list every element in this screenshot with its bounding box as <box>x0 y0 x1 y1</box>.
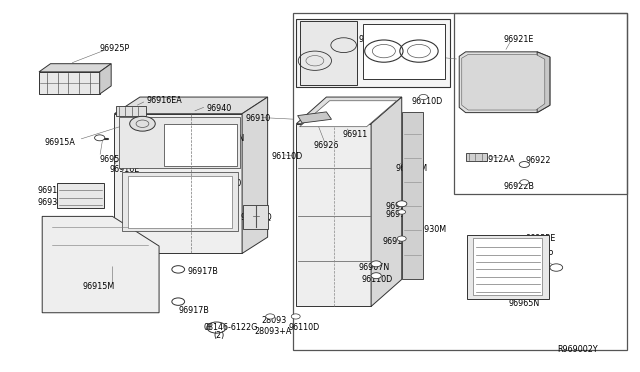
Text: 96921: 96921 <box>415 52 440 61</box>
Bar <box>364 24 445 78</box>
Text: 96917BA: 96917BA <box>386 211 422 219</box>
Polygon shape <box>402 112 424 279</box>
Text: 96917B: 96917B <box>178 306 209 315</box>
Polygon shape <box>129 176 232 228</box>
Circle shape <box>172 266 184 273</box>
Text: 96975Q: 96975Q <box>358 35 390 44</box>
Text: 96926: 96926 <box>314 141 339 150</box>
Text: 96939N: 96939N <box>213 134 244 143</box>
Text: 96960: 96960 <box>216 179 242 187</box>
Text: 08146-6122G: 08146-6122G <box>204 323 258 332</box>
Text: 96110D: 96110D <box>288 323 319 332</box>
Text: 96922B: 96922B <box>504 182 535 191</box>
Text: 96917B: 96917B <box>187 267 218 276</box>
Text: 96912AB: 96912AB <box>383 237 419 246</box>
Text: 96907N: 96907N <box>358 263 390 272</box>
Text: 96935E: 96935E <box>525 234 556 243</box>
Text: 96965NA: 96965NA <box>314 35 350 44</box>
Polygon shape <box>42 217 159 313</box>
Text: B: B <box>206 323 211 332</box>
Text: 96925P: 96925P <box>100 44 130 53</box>
Circle shape <box>550 264 563 271</box>
Polygon shape <box>39 72 100 94</box>
Polygon shape <box>57 183 104 208</box>
Polygon shape <box>296 97 402 124</box>
Polygon shape <box>537 52 550 113</box>
Text: 96913M: 96913M <box>396 164 428 173</box>
Text: 96921E: 96921E <box>504 35 534 44</box>
Circle shape <box>371 273 381 279</box>
Polygon shape <box>39 64 111 72</box>
Polygon shape <box>119 118 240 168</box>
Text: 96916EA: 96916EA <box>147 96 182 105</box>
Text: 96940: 96940 <box>206 104 232 113</box>
Text: 96991Q: 96991Q <box>240 213 272 222</box>
Text: 96930M: 96930M <box>415 225 447 234</box>
Text: 28093+A: 28093+A <box>255 327 292 336</box>
Polygon shape <box>100 64 111 94</box>
Polygon shape <box>466 153 487 161</box>
Circle shape <box>266 314 275 319</box>
Circle shape <box>397 236 406 241</box>
Circle shape <box>520 180 529 185</box>
Polygon shape <box>122 172 238 231</box>
Text: 96915M: 96915M <box>83 282 115 291</box>
Text: 96910: 96910 <box>245 114 271 123</box>
Polygon shape <box>300 22 357 85</box>
Circle shape <box>419 94 428 100</box>
Text: 96110D: 96110D <box>412 97 443 106</box>
Circle shape <box>519 161 529 167</box>
Polygon shape <box>242 97 268 253</box>
Polygon shape <box>371 97 402 307</box>
Circle shape <box>398 210 406 214</box>
Bar <box>293 13 627 350</box>
Text: 96110D: 96110D <box>362 275 393 284</box>
Polygon shape <box>473 238 542 295</box>
Polygon shape <box>467 235 548 299</box>
Text: 28093: 28093 <box>261 316 287 325</box>
Text: 96911: 96911 <box>342 130 367 140</box>
Polygon shape <box>460 52 550 113</box>
Polygon shape <box>115 97 268 114</box>
Bar <box>454 13 627 194</box>
Polygon shape <box>115 114 242 253</box>
Polygon shape <box>164 124 237 166</box>
Text: 96915A: 96915A <box>44 138 75 147</box>
Polygon shape <box>296 124 371 307</box>
Circle shape <box>397 201 407 207</box>
Polygon shape <box>298 112 332 123</box>
Text: 68752P: 68752P <box>523 250 553 259</box>
Bar <box>296 19 451 87</box>
Text: (2): (2) <box>213 331 225 340</box>
Circle shape <box>172 298 184 305</box>
Text: 96950F: 96950F <box>100 155 129 164</box>
Polygon shape <box>462 54 545 110</box>
Text: 96965N: 96965N <box>508 299 540 308</box>
Text: 96917Q: 96917Q <box>38 186 70 195</box>
Polygon shape <box>116 106 147 116</box>
Text: 96912AA: 96912AA <box>478 155 515 164</box>
Polygon shape <box>300 101 397 127</box>
Circle shape <box>130 116 156 131</box>
Text: 96916E: 96916E <box>109 165 140 174</box>
Text: 96933N: 96933N <box>38 198 69 207</box>
Circle shape <box>371 261 381 267</box>
Text: R969002Y: R969002Y <box>557 345 598 354</box>
Text: 96922: 96922 <box>525 156 551 165</box>
Text: 96912A: 96912A <box>386 202 417 211</box>
Text: 96110D: 96110D <box>271 152 303 161</box>
Circle shape <box>95 135 105 141</box>
Circle shape <box>291 314 300 319</box>
Polygon shape <box>243 205 268 229</box>
